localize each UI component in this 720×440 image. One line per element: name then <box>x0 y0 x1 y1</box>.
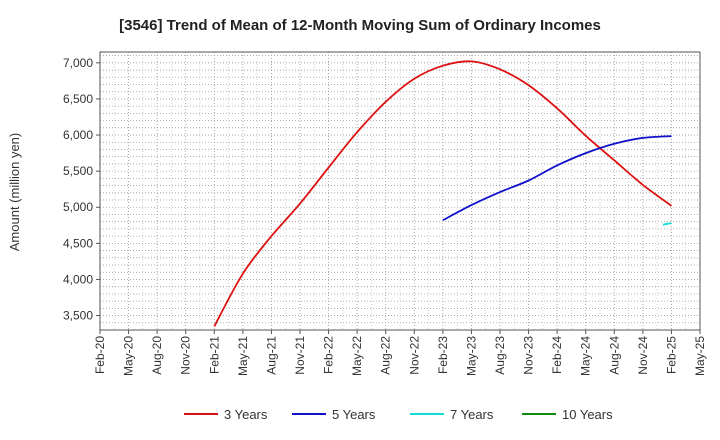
x-tick-label: May-23 <box>464 336 478 376</box>
x-tick-label: Aug-24 <box>607 336 621 375</box>
x-tick-label: Feb-24 <box>550 336 564 374</box>
y-tick-label: 4,500 <box>63 236 93 250</box>
x-tick-label: Nov-24 <box>636 336 650 375</box>
x-tick-label: Feb-25 <box>664 336 678 374</box>
x-tick-label: Nov-21 <box>293 336 307 375</box>
x-tick-label: Aug-20 <box>150 336 164 375</box>
x-tick-label: Nov-20 <box>179 336 193 375</box>
x-tick-label: Aug-23 <box>493 336 507 375</box>
x-tick-label: Feb-22 <box>322 336 336 374</box>
x-tick-label: May-24 <box>579 336 593 376</box>
x-tick-label: Feb-23 <box>436 336 450 374</box>
series-group <box>213 60 672 327</box>
chart-title: [3546] Trend of Mean of 12-Month Moving … <box>119 17 601 34</box>
y-tick-label: 7,000 <box>63 56 93 70</box>
legend-label-5-years: 5 Years <box>332 407 376 422</box>
x-tick-label: Feb-20 <box>93 336 107 374</box>
y-tick-label: 5,500 <box>63 164 93 178</box>
x-tick-label: Aug-21 <box>264 336 278 375</box>
grid <box>99 52 701 331</box>
plot-frame <box>99 51 701 331</box>
series-line-3-years <box>213 60 672 327</box>
y-tick-label: 6,000 <box>63 128 93 142</box>
x-ticks: Feb-20 May-20 Aug-20 Nov-20 Feb-21 May-21 Aug-… <box>93 330 707 376</box>
legend-label-10-years: 10 Years <box>562 407 613 422</box>
legend: 3 Years 5 Years 7 Years 10 Years <box>184 407 613 422</box>
x-tick-label: Aug-22 <box>379 336 393 375</box>
y-tick-label: 4,000 <box>63 272 93 286</box>
y-tick-label: 6,500 <box>63 92 93 106</box>
x-tick-label: May-22 <box>350 336 364 376</box>
legend-label-7-years: 7 Years <box>450 407 494 422</box>
x-tick-label: Feb-21 <box>207 336 221 374</box>
x-tick-label: May-21 <box>236 336 250 376</box>
y-axis-label: Amount (million yen) <box>7 133 22 252</box>
series-line-5-years <box>442 135 672 221</box>
series-line-7-years <box>662 222 672 226</box>
x-tick-label: Nov-23 <box>522 336 536 375</box>
x-tick-label: Nov-22 <box>407 336 421 375</box>
x-tick-label: May-25 <box>693 336 707 376</box>
x-tick-label: May-20 <box>122 336 136 376</box>
legend-label-3-years: 3 Years <box>224 407 268 422</box>
y-tick-label: 3,500 <box>63 309 93 323</box>
y-tick-label: 5,000 <box>63 200 93 214</box>
y-ticks: 3,500 4,000 4,500 5,000 5,500 6,000 6,500 7,000 <box>63 56 100 323</box>
